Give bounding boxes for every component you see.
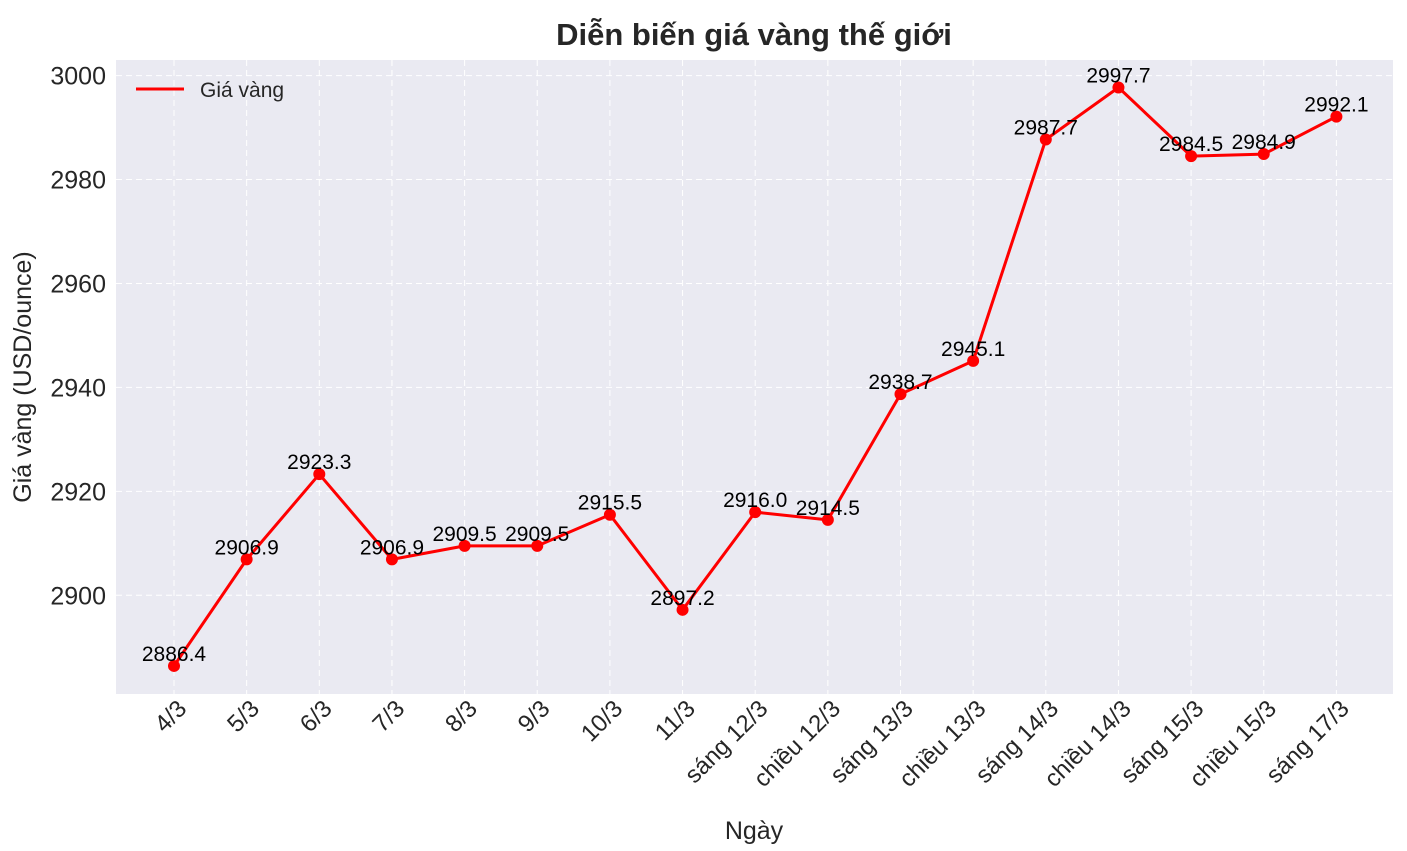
x-axis-label: Ngày — [725, 817, 784, 845]
data-point — [1257, 148, 1270, 161]
x-tick-label: 9/3 — [513, 695, 556, 738]
data-label: 2916.0 — [723, 489, 787, 512]
data-point — [1039, 133, 1052, 146]
y-axis-ticks: 2900 2920 2940 2960 2980 3000 — [50, 63, 106, 611]
data-label: 2987.7 — [1014, 117, 1078, 140]
data-label: 2909.5 — [505, 523, 569, 546]
data-label: 2984.5 — [1159, 133, 1223, 156]
data-point — [603, 508, 616, 521]
data-point — [967, 354, 980, 367]
data-label: 2945.1 — [941, 338, 1005, 361]
y-tick-label: 2980 — [50, 167, 106, 195]
data-label: 2914.5 — [796, 497, 860, 520]
data-point — [749, 506, 762, 519]
data-point — [168, 659, 180, 672]
chart-title: Diễn biến giá vàng thế giới — [556, 17, 952, 52]
data-label: 2997.7 — [1086, 65, 1150, 88]
y-axis-label: Giá vàng (USD/ounce) — [9, 251, 37, 503]
x-tick-label: 6/3 — [295, 695, 338, 738]
plot-area — [116, 60, 1393, 694]
data-label: 2923.3 — [287, 451, 351, 474]
data-label: 2915.5 — [578, 492, 642, 515]
data-point — [385, 553, 398, 566]
data-point — [313, 468, 326, 481]
legend-label: Giá vàng — [200, 79, 284, 102]
series-layer — [168, 81, 1343, 672]
y-tick-label: 3000 — [50, 63, 106, 91]
x-tick-label: 10/3 — [576, 695, 628, 747]
data-point — [894, 388, 907, 401]
data-point — [458, 539, 471, 552]
data-point — [531, 539, 544, 552]
data-label: 2886.4 — [142, 643, 207, 666]
data-label: 2909.5 — [432, 523, 496, 546]
x-tick-label: 5/3 — [222, 695, 265, 738]
data-point — [240, 553, 253, 566]
data-point — [676, 603, 689, 616]
x-tick-label: 11/3 — [650, 695, 701, 746]
data-labels: 2886.4 2906.9 2923.3 2906.9 2909.5 2909.5 2915… — [142, 65, 1369, 666]
y-tick-label: 2960 — [50, 270, 106, 298]
data-label: 2906.9 — [215, 536, 279, 559]
data-label: 2984.9 — [1232, 131, 1296, 154]
data-label: 2906.9 — [360, 536, 424, 559]
grid-lines — [116, 60, 1393, 694]
data-point — [1112, 81, 1125, 94]
y-tick-label: 2920 — [50, 478, 106, 506]
data-label: 2938.7 — [868, 371, 932, 394]
x-tick-label: 4/3 — [150, 695, 193, 738]
x-tick-label: 7/3 — [368, 695, 411, 738]
data-label: 2897.2 — [650, 587, 714, 610]
x-tick-label: 8/3 — [440, 695, 483, 738]
data-point — [821, 513, 834, 526]
data-label: 2992.1 — [1304, 94, 1368, 117]
y-tick-label: 2940 — [50, 374, 106, 402]
data-point — [1330, 110, 1343, 123]
data-point — [1185, 150, 1198, 163]
y-tick-label: 2900 — [50, 582, 106, 610]
legend: Giá vàng — [136, 79, 284, 102]
